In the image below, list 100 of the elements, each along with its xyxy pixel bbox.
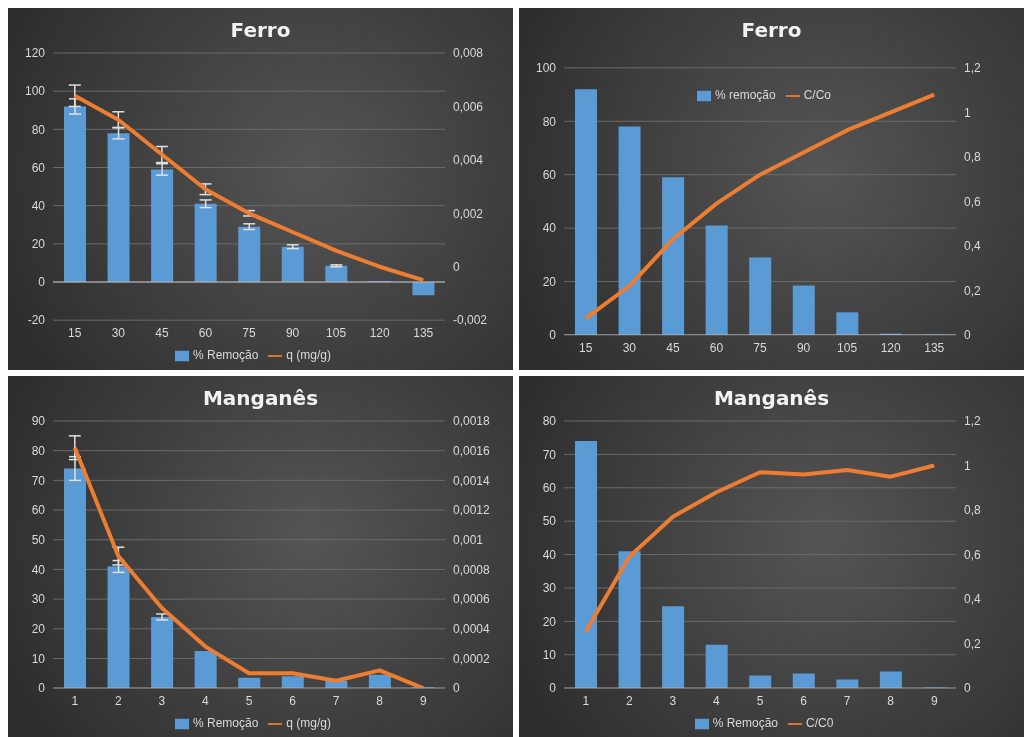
x-tick-label: 15 [579, 340, 593, 355]
y-tick-label: -20 [27, 313, 46, 328]
y-tick-label: 60 [542, 481, 557, 496]
x-tick-label: 1 [71, 693, 79, 708]
y2-tick-label: 0,008 [453, 46, 484, 61]
y-tick-label: 0 [549, 328, 557, 343]
y2-tick-label: 0,0008 [453, 562, 491, 577]
y2-tick-label: 0,004 [453, 153, 484, 168]
x-tick-label: 75 [242, 325, 256, 340]
y-tick-label: 50 [31, 533, 46, 547]
y2-tick-label: 0,2 [964, 636, 982, 651]
x-tick-label: 75 [753, 340, 767, 355]
y2-tick-label: 0,8 [964, 503, 982, 518]
x-tick-label: 6 [289, 693, 297, 708]
x-tick-label: 90 [285, 325, 300, 340]
legend-label: q (mg/g) [286, 716, 332, 731]
chart-title: Manganês [201, 386, 320, 412]
x-tick-label: 90 [796, 340, 811, 355]
legend-label: % Remoção [192, 716, 259, 731]
legend-label: q (mg/g) [286, 348, 332, 363]
y-tick-label: 70 [31, 473, 46, 488]
x-tick-label: 7 [332, 693, 340, 708]
y-tick-label: 10 [542, 648, 557, 663]
x-tick-label: 9 [930, 693, 938, 708]
x-tick-label: 5 [756, 693, 764, 708]
x-tick-label: 3 [158, 693, 166, 708]
x-tick-label: 135 [924, 340, 945, 355]
y-tick-label: 30 [542, 581, 557, 596]
y2-tick-label: 0,6 [964, 194, 982, 209]
y-tick-label: 90 [31, 414, 46, 429]
y-tick-label: 80 [542, 414, 557, 429]
x-tick-label: 9 [419, 693, 427, 708]
chart-title: Ferro [229, 18, 292, 44]
legend-label: % Remoção [712, 716, 779, 731]
y-tick-label: 80 [542, 114, 557, 129]
y-tick-label: 0 [38, 275, 46, 290]
x-tick-label: 105 [837, 340, 858, 355]
y2-tick-label: 0,2 [964, 283, 982, 298]
y2-tick-label: 1 [964, 458, 971, 473]
x-tick-label: 15 [68, 325, 82, 340]
x-tick-label: 7 [843, 693, 851, 708]
chart-title: Manganês [712, 386, 831, 412]
x-tick-label: 8 [887, 693, 895, 708]
y-tick-label: 60 [31, 160, 46, 175]
y-tick-label: 100 [535, 61, 557, 76]
x-tick-label: 2 [625, 693, 633, 708]
x-tick-label: 105 [326, 325, 347, 340]
x-tick-label: 4 [202, 693, 210, 708]
y2-tick-label: -0,002 [453, 313, 488, 328]
y2-tick-label: 0,001 [453, 533, 484, 547]
y2-tick-label: 0 [964, 681, 971, 696]
x-tick-label: 3 [669, 693, 677, 708]
x-tick-label: 45 [666, 340, 680, 355]
y2-tick-label: 0,002 [453, 206, 484, 221]
y2-tick-label: 1 [964, 105, 971, 120]
y-tick-label: 100 [24, 84, 46, 99]
y2-tick-label: 0,4 [964, 239, 982, 254]
x-tick-label: 60 [198, 325, 213, 340]
y-tick-label: 80 [31, 443, 46, 458]
x-tick-label: 2 [114, 693, 122, 708]
y2-tick-label: 0 [453, 681, 460, 696]
y-tick-label: 0 [38, 681, 46, 696]
y-tick-label: 60 [542, 167, 557, 182]
y-tick-label: 40 [542, 547, 557, 562]
y2-tick-label: 0,8 [964, 150, 982, 165]
x-tick-label: 135 [413, 325, 434, 340]
y-tick-label: 60 [31, 503, 46, 518]
x-tick-label: 30 [622, 340, 637, 355]
legend-label: C/Co [803, 88, 832, 102]
x-tick-label: 120 [880, 340, 901, 355]
y2-tick-label: 0,0016 [453, 443, 491, 458]
y2-tick-label: 0,0002 [453, 651, 491, 666]
x-tick-label: 6 [800, 693, 808, 708]
y2-tick-label: 0 [964, 328, 971, 343]
legend-label: C/C0 [806, 716, 834, 731]
y-tick-label: 120 [24, 46, 46, 61]
y2-tick-label: 0,006 [453, 99, 484, 114]
y-tick-label: 40 [31, 198, 46, 213]
y-tick-label: 0 [549, 681, 557, 696]
y-tick-label: 20 [542, 614, 557, 629]
y2-tick-label: 0,0004 [453, 622, 491, 637]
y2-tick-label: 0,0012 [453, 503, 491, 518]
y2-tick-label: 1,2 [964, 61, 982, 76]
chart-title: Ferro [740, 18, 803, 44]
y2-tick-label: 1,2 [964, 414, 982, 429]
legend-label: % Remoção [192, 348, 259, 363]
y-tick-label: 20 [31, 237, 46, 252]
y2-tick-label: 0,4 [964, 592, 982, 607]
y2-tick-label: 0,6 [964, 547, 982, 562]
y-tick-label: 40 [31, 562, 46, 577]
y2-tick-label: 0,0018 [453, 414, 491, 429]
x-tick-label: 8 [376, 693, 384, 708]
y-tick-label: 50 [542, 514, 557, 529]
y2-tick-label: 0,0006 [453, 592, 491, 607]
y-tick-label: 30 [31, 592, 46, 607]
y-tick-label: 80 [31, 122, 46, 137]
x-tick-label: 30 [111, 325, 126, 340]
y-tick-label: 20 [31, 622, 46, 637]
y-tick-label: 10 [31, 651, 46, 666]
legend-label: % remoção [714, 88, 776, 102]
